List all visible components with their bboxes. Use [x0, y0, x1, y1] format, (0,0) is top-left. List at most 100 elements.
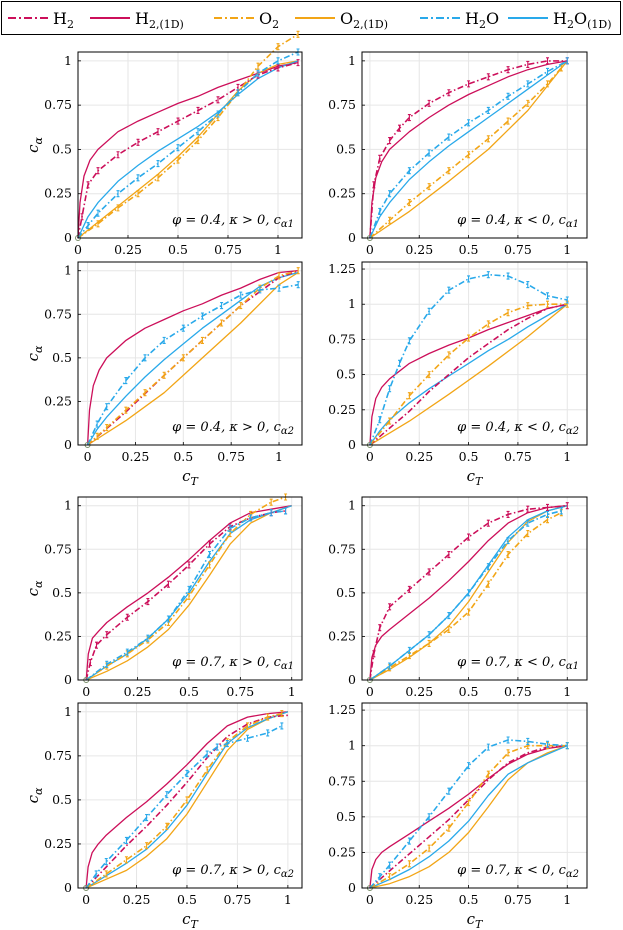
error-bar-h2o	[546, 292, 550, 300]
error-bar-h2	[88, 659, 92, 667]
error-bar-h2o	[156, 160, 160, 168]
error-bar-o2	[96, 220, 100, 228]
error-bar-h2o	[228, 524, 232, 532]
error-bar-h2	[187, 561, 191, 569]
x-tick-label: 1	[563, 684, 571, 699]
error-bar-h2o	[388, 385, 392, 393]
error-bar-o2	[546, 80, 550, 88]
error-bar-h2	[116, 151, 120, 159]
x-tick-label: 0.75	[504, 892, 532, 907]
error-bar-o2	[546, 300, 550, 308]
x-tick-label: 0.75	[504, 449, 532, 464]
series-line-o2	[369, 511, 562, 681]
series-line-o2	[85, 712, 282, 889]
error-bar-o2	[277, 272, 281, 280]
legend-label-h2-1d: H2,(1D)	[135, 9, 184, 31]
error-bar-h2	[80, 213, 84, 221]
error-bar-o2	[407, 860, 411, 868]
legend-entry-h2-1d: H2,(1D)	[90, 9, 184, 31]
error-bar-o2	[181, 354, 185, 362]
error-bar-h2o	[526, 519, 530, 527]
series-line-h2-1d	[85, 711, 288, 889]
error-bar-h2o	[486, 563, 490, 571]
error-bar-o2	[486, 580, 490, 588]
chart-panel-6: 0 0.25 0.5 0.75 1 0 0.25 0.5 0.75 1 φ = 0.7, κ < 0…	[328, 496, 588, 699]
x-tick-label: 0.25	[123, 892, 151, 907]
error-bar-h2o	[200, 312, 204, 320]
chart-panel-7: 0 0.25 0.5 0.75 1 0 0.25 0.5 0.75 1 φ = 0.7, κ > 0…	[24, 702, 303, 930]
error-bar-h2	[467, 80, 471, 88]
x-tick-label: 0	[366, 892, 374, 907]
y-tick-label: 0.75	[328, 331, 356, 346]
error-bar-h2o	[86, 222, 90, 230]
error-bar-h2	[125, 613, 129, 621]
chart-panel-4: 0 0.25 0.5 0.75 1 0 0.25 0.5 0.75 1 1.25 φ = 0.4, κ…	[328, 261, 588, 488]
y-tick-label: 0	[64, 437, 72, 452]
y-tick-label: 0	[348, 880, 356, 895]
error-bar-h2	[388, 137, 392, 145]
series-line-h2	[369, 744, 568, 889]
x-tick-label: 1	[275, 449, 283, 464]
panel-annotation: φ = 0.4, κ > 0, cα1	[172, 213, 294, 230]
error-bar-h2	[388, 603, 392, 611]
axes-frame	[77, 51, 303, 239]
series-line-h2o	[369, 510, 562, 681]
x-tick-label: 0.25	[124, 684, 152, 699]
series-line-h2-1d	[369, 745, 568, 889]
error-bar-h2o	[104, 858, 108, 866]
error-bar-h2o	[407, 646, 411, 654]
series-line-h2o	[369, 60, 568, 239]
legend-label-h2: H2	[53, 9, 74, 31]
y-tick-label: 0.25	[328, 186, 356, 201]
error-bar-o2	[506, 550, 510, 559]
error-bar-h2o	[526, 737, 530, 745]
series-line-h2	[369, 303, 568, 446]
y-tick-label: 0.5	[52, 350, 72, 365]
y-tick-label: 0.75	[44, 97, 72, 112]
panel-annotation: φ = 0.7, κ > 0, cα2	[172, 863, 294, 880]
error-bar-o2	[388, 873, 392, 881]
x-axis-label: cT	[182, 467, 199, 488]
error-bar-h2o	[546, 510, 550, 518]
error-bar-h2	[176, 117, 180, 125]
legend-label-h2o-1d: H2O(1D)	[553, 9, 611, 31]
error-bar-h2o	[216, 110, 220, 118]
error-bar-o2	[256, 62, 260, 70]
error-bar-h2o	[256, 69, 260, 77]
axes-frame	[361, 702, 588, 889]
error-bar-h2o	[146, 634, 150, 642]
x-tick-label: 0.5	[179, 684, 199, 699]
error-bar-h2	[427, 99, 431, 107]
error-bar-o2	[143, 389, 147, 397]
y-tick-label: 0.5	[336, 141, 356, 156]
error-bar-o2	[467, 151, 471, 159]
panel-annotation: φ = 0.7, κ < 0, cα1	[457, 655, 579, 672]
error-bar-h2o	[565, 57, 569, 65]
x-tick-label: 0.5	[177, 892, 197, 907]
error-bar-h2o	[125, 648, 129, 656]
x-tick-label: 0	[74, 242, 82, 257]
error-bar-h2	[96, 167, 100, 175]
error-bar-h2o	[447, 286, 451, 294]
error-bar-h2o	[467, 119, 471, 127]
error-bar-h2o	[296, 281, 300, 289]
error-bar-h2	[378, 154, 382, 162]
y-tick-label: 1.25	[328, 261, 356, 276]
error-bar-o2	[388, 216, 392, 224]
panel-annotation: φ = 0.4, κ < 0, cα1	[457, 213, 579, 230]
panel-annotation: φ = 0.4, κ > 0, cα2	[172, 420, 294, 437]
error-bar-h2o	[427, 307, 431, 315]
y-tick-label: 0.25	[328, 402, 356, 417]
y-axis-label: cα	[24, 580, 45, 596]
error-bar-h2	[526, 60, 530, 68]
axes-frame	[361, 496, 588, 681]
error-bar-h2o	[388, 662, 392, 670]
error-bar-h2o	[215, 743, 219, 751]
legend-entry-h2o-1d: H2O(1D)	[508, 9, 611, 31]
y-tick-label: 0	[348, 672, 356, 687]
x-tick-label: 0	[82, 892, 90, 907]
error-bar-h2	[506, 510, 510, 518]
series-line-h2	[369, 60, 568, 239]
error-bar-h2o	[236, 89, 240, 97]
